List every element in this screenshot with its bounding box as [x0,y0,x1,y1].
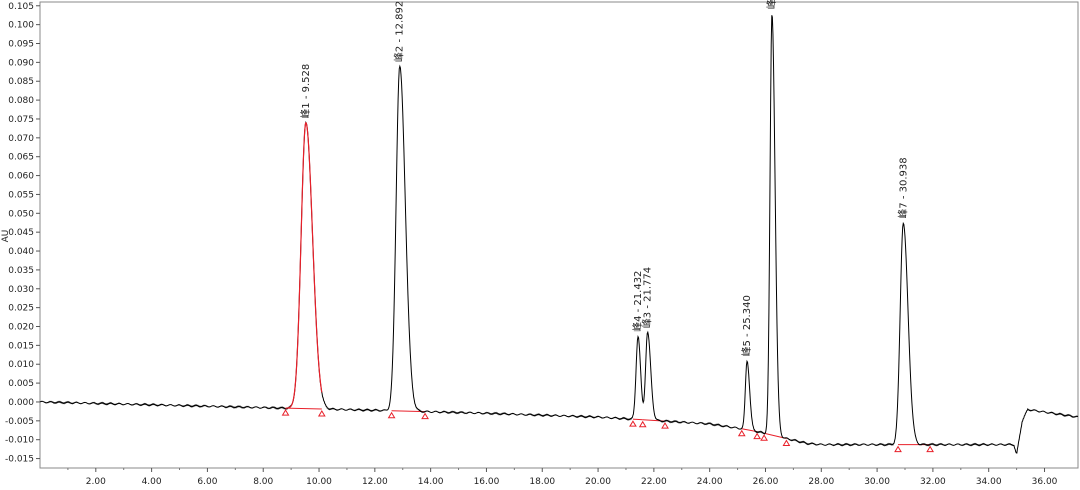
integration-marker [926,445,934,453]
x-tick-label: 30.00 [864,477,890,487]
x-tick-label: 28.00 [808,477,834,487]
integration-marker [737,429,746,437]
x-tick-label: 6.00 [197,477,217,487]
x-tick-label: 4.00 [142,477,162,487]
peak-baseline [285,407,322,410]
x-tick-label: 24.00 [697,477,723,487]
x-tick-label: 34.00 [976,477,1002,487]
integrated-peak-trace [285,121,323,409]
y-tick-label: 0.005 [8,379,34,389]
y-tick-label: 0.070 [8,134,34,144]
peak-label: 峰7 - 30.938 [897,157,909,218]
y-tick-label: 0.050 [8,209,34,219]
y-tick-label: 0.100 [8,21,34,31]
y-tick-label: 0.030 [8,285,34,295]
integration-marker [281,409,290,416]
y-tick-label: 0.025 [8,304,34,314]
x-tick-label: 26.00 [753,477,779,487]
y-tick-label: 0.035 [8,266,34,276]
integration-marker [894,445,902,453]
y-tick-label: 0.065 [8,153,34,163]
y-tick-label: 0.020 [8,323,34,333]
y-tick-label: -0.010 [5,436,34,446]
y-axis: -0.015 -0.010 -0.005 0.000 0.005 0.010 0.015 0.… [5,2,40,465]
y-axis-title: AU [1,230,11,243]
y-tick-label: -0.005 [5,417,34,427]
x-tick-label: 36.00 [1032,477,1058,487]
integration-marker [629,420,637,427]
plot-frame [39,1,1079,469]
chromatogram-trace [39,15,1079,454]
integration-marker [753,432,761,440]
peak-label: 峰6 - 26.233 [766,0,778,9]
y-tick-label: 0.010 [8,360,34,370]
y-tick-label: -0.015 [5,455,34,465]
y-tick-label: 0.080 [8,96,34,106]
peak-label: 峰1 - 9.528 [300,64,312,119]
y-tick-label: 0.075 [8,115,34,125]
peak-label: 峰4 - 21.432 [632,271,644,332]
y-tick-label: 0.040 [8,247,34,257]
y-tick-label: 0.090 [8,58,34,68]
peak-label: 峰3 - 21.774 [642,267,654,328]
integration-marker [661,422,669,429]
x-tick-label: 2.00 [86,477,106,487]
x-tick-label: 16.00 [474,477,500,487]
x-tick-label: 14.00 [418,477,444,487]
integration-marker [782,439,791,447]
x-tick-label: 18.00 [529,477,555,487]
integration-marker [760,434,768,441]
peak-label: 峰2 - 12.892 [394,1,406,62]
integrated-peak-traces [285,121,323,409]
x-tick-label: 10.00 [306,477,332,487]
y-tick-label: 0.085 [8,77,34,87]
peak-label: 峰5 - 25.340 [741,295,753,356]
y-tick-label: 0.015 [8,341,34,351]
peak-baseline [391,410,426,413]
y-tick-label: 0.000 [8,398,34,408]
x-tick-label: 20.00 [585,477,611,487]
integration-marker [387,411,396,419]
x-tick-label: 32.00 [920,477,946,487]
y-tick-label: 0.095 [8,40,34,50]
x-tick-label: 12.00 [362,477,388,487]
integration-marker [317,410,326,417]
y-tick-label: 0.045 [8,228,34,238]
integration-marker [638,420,647,428]
y-tick-label: 0.105 [8,2,34,12]
x-tick-label: 22.00 [641,477,667,487]
integration-marker [421,412,429,420]
x-axis: 2.00 4.00 6.00 8.00 10.00 12.00 14.00 16.00 18.0… [67,468,1058,487]
y-tick-label: 0.055 [8,190,34,200]
y-tick-label: 0.060 [8,172,34,182]
integration-markers [281,409,934,453]
x-tick-label: 8.00 [253,477,273,487]
peak-baseline [632,418,643,421]
